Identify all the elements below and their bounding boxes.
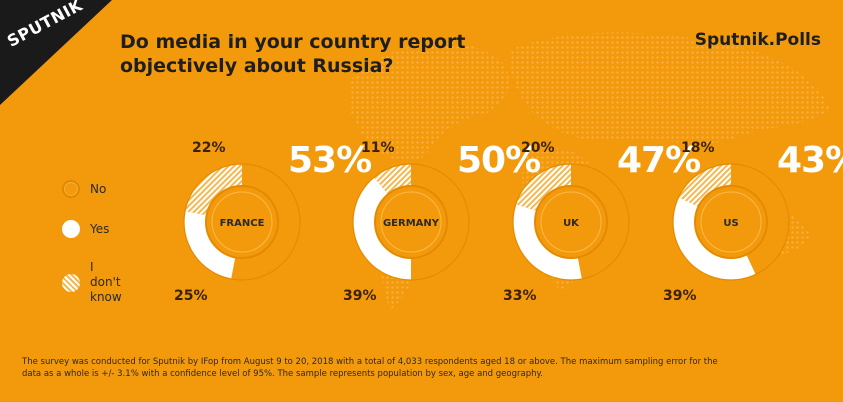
segment-dont-know-us (678, 164, 731, 207)
donut-germany: GERMANY 50% 11% 39% (343, 140, 541, 304)
legend-swatch-no (62, 180, 80, 198)
country-label-france: FRANCE (220, 218, 265, 229)
ring-outline-germany (352, 163, 470, 281)
hub-germany (374, 185, 448, 259)
dont-know-value-label-uk: 20% (521, 140, 555, 156)
no-value-label-uk: 47% (617, 140, 700, 181)
legend-item-no: No (62, 180, 106, 198)
hub-ring-germany (380, 191, 442, 253)
yes-value-label-germany: 39% (343, 288, 377, 304)
ring-outline-uk (512, 163, 630, 281)
legend-swatch-dont-know (62, 273, 80, 292)
chart-title-line-2: objectively about Russia? (120, 55, 394, 77)
yes-value-label-us: 39% (663, 288, 697, 304)
legend-swatch-yes (62, 220, 80, 238)
legend-label-no: No (90, 182, 107, 196)
chart-title-line-1: Do media in your country report (120, 31, 466, 53)
hub-us (694, 185, 768, 259)
donut-uk: UK 47% 20% 33% (503, 140, 701, 304)
segment-yes-france (184, 211, 236, 279)
hub-ring-us (700, 191, 762, 253)
legend-item-dont-know: I don't know (62, 260, 122, 305)
yes-value-label-uk: 33% (503, 288, 537, 304)
brand-label: Sputnik.Polls (694, 30, 821, 50)
legend-label-yes: Yes (90, 222, 110, 236)
no-value-label-us: 43% (777, 140, 843, 181)
segment-yes-us (673, 197, 756, 280)
segment-no-us (731, 164, 789, 275)
hub-ring-uk (540, 191, 602, 253)
hub-france (205, 185, 279, 259)
ring-outline-us (672, 163, 790, 281)
segment-yes-germany (353, 177, 411, 280)
sputnik-logo (0, 0, 112, 105)
segment-dont-know-france (185, 164, 242, 216)
chart-title: Do media in your country report objectiv… (120, 30, 480, 78)
legend-label-dont-know-line-1: I don't (90, 260, 121, 289)
legend-label-dont-know-line-2: know (90, 290, 122, 304)
footnote-line-2: data as a whole is +/- 3.1% with a confi… (22, 369, 544, 379)
dont-know-value-label-us: 18% (681, 140, 715, 156)
donut-france: FRANCE 53% 22% 25% (174, 140, 372, 304)
segment-dont-know-uk (515, 164, 571, 211)
donut-us: US 43% 18% 39% (663, 140, 843, 304)
country-label-uk: UK (563, 218, 580, 229)
no-value-label-germany: 50% (457, 140, 540, 181)
country-label-germany: GERMANY (383, 218, 440, 229)
segment-no-france (231, 164, 300, 280)
yes-value-label-france: 25% (174, 288, 208, 304)
segment-no-germany (411, 164, 469, 280)
footnote: The survey was conducted for Sputnik by … (22, 356, 742, 380)
legend-item-yes: Yes (62, 220, 109, 238)
country-label-us: US (723, 218, 738, 229)
ring-outline-france (183, 163, 301, 281)
dont-know-value-label-france: 22% (192, 140, 226, 156)
no-value-label-france: 53% (288, 140, 371, 181)
segment-no-uk (571, 164, 629, 279)
footnote-line-1: The survey was conducted for Sputnik by … (22, 357, 718, 367)
segment-yes-uk (513, 204, 582, 280)
hub-ring-france (211, 191, 273, 253)
hub-uk (534, 185, 608, 259)
dont-know-value-label-germany: 11% (361, 140, 395, 156)
